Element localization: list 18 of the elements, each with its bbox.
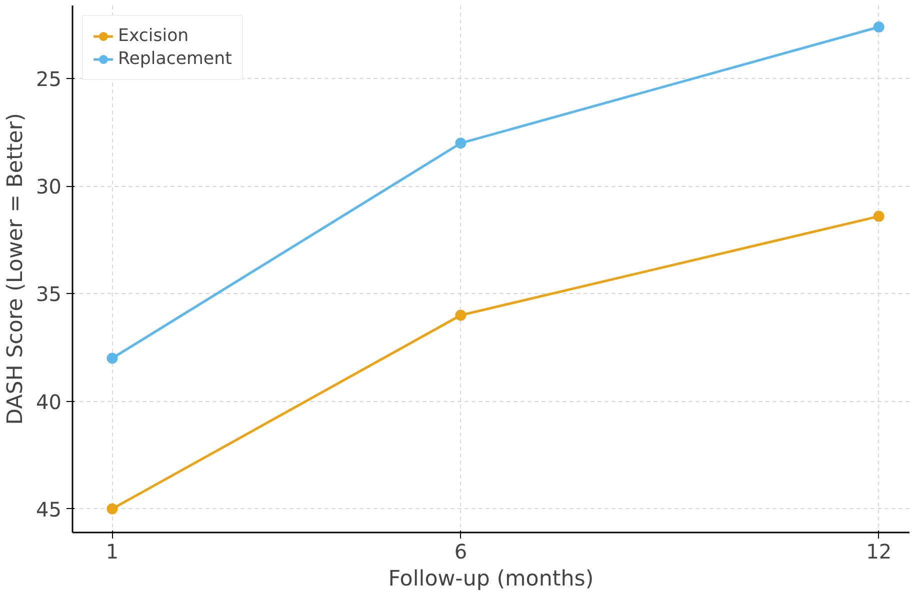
point (455, 310, 466, 321)
x-tick-label: 12 (866, 540, 892, 564)
x-axis-title: Follow-up (months) (388, 566, 594, 592)
point (455, 138, 466, 149)
legend-label: Replacement (118, 49, 232, 69)
y-tick-label: 40 (36, 390, 62, 414)
point (106, 503, 118, 514)
y-tick-label: 35 (36, 282, 62, 306)
point (873, 22, 884, 32)
legend-label: Excision (118, 26, 189, 46)
y-tick-label: 45 (36, 497, 62, 522)
x-tick-label: 6 (454, 540, 468, 564)
y-tick-label: 25 (36, 67, 62, 92)
x-tick-label: 1 (106, 540, 119, 564)
point (106, 352, 118, 364)
y-tick-label: 30 (36, 174, 62, 199)
y-axis-title: DASH Score (Lower = Better) (3, 113, 28, 425)
point (873, 210, 884, 222)
